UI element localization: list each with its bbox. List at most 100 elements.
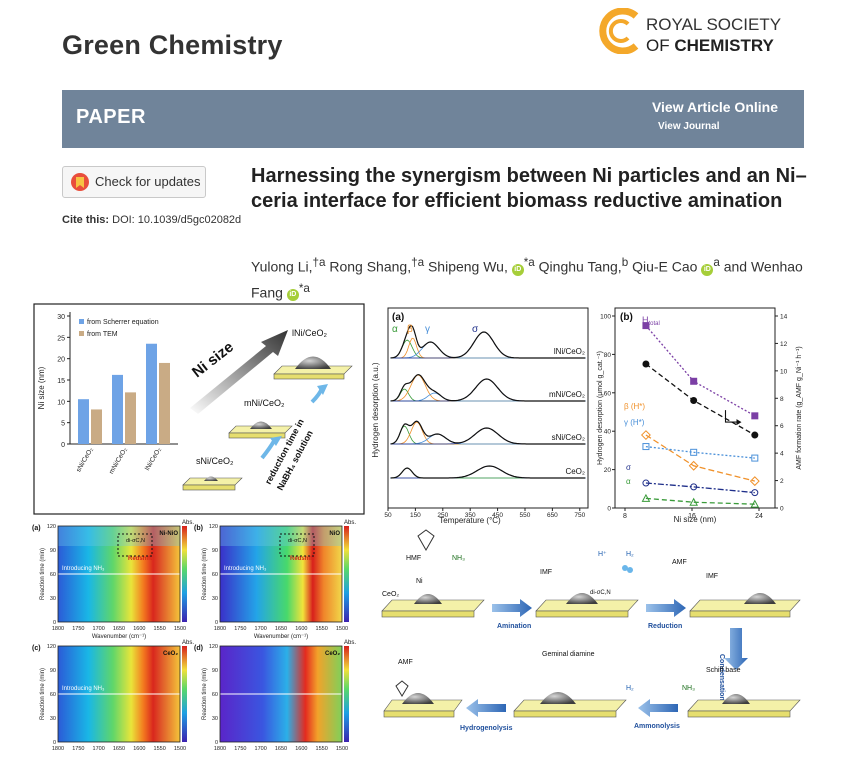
scatter-point — [642, 443, 650, 451]
bar — [159, 362, 170, 444]
small-ni-particle — [204, 476, 218, 481]
lni-label: lNi/CeO₂ — [292, 328, 328, 338]
heatmap-y-tick-label: 60 — [50, 572, 56, 578]
tpd-frame — [387, 307, 589, 509]
publisher-line2-bold: CHEMISTRY — [674, 36, 774, 55]
bar-y-tick-label: 5 — [61, 421, 65, 428]
scatter-line — [645, 497, 755, 505]
heatmap-xlabel: Wavenumber (cm⁻¹) — [92, 634, 146, 640]
bar-y-ticks: 0 5 10 15 20 25 30 — [57, 314, 70, 449]
scatter-point — [642, 322, 650, 330]
heatmap-y-tick-label: 120 — [209, 524, 218, 530]
scatter-point — [689, 497, 699, 506]
tpd-x-tick-label: 750 — [574, 512, 585, 519]
heatmap-x-tick-label: 1650 — [113, 626, 125, 632]
scatter-ylabel: Hydrogen desorption (μmol g_cat.⁻¹) — [597, 351, 604, 465]
citation: Cite this: DOI: 10.1039/d5gc02082d — [62, 214, 241, 226]
heatmap-x-tick-label: 1550 — [316, 746, 328, 752]
introducing-nh3-label: Introducing NH₃ — [62, 686, 105, 692]
heatmap-x-tick-label: 1700 — [93, 626, 105, 632]
bar-y-tick-label: 25 — [57, 335, 65, 342]
heatmap-x-tick-label: 1800 — [52, 626, 64, 632]
orcid-icon[interactable]: iD — [701, 263, 714, 276]
drifts-panel-label: (d) — [194, 645, 203, 652]
scatter-y2-tick-label: 8 — [780, 396, 784, 403]
axis-pointer-arrow — [724, 410, 740, 423]
author-affil: †a — [411, 256, 425, 269]
tpd-x-tick-label: 650 — [547, 512, 558, 519]
heatmap-x-tick-label: 1700 — [255, 746, 267, 752]
bar — [78, 399, 89, 444]
scatter-y2-tick-label: 2 — [780, 478, 784, 485]
mech-h2-2: H₂ — [626, 685, 634, 692]
check-for-updates-button[interactable]: Check for updates — [62, 166, 206, 198]
heatmap-frame — [57, 645, 181, 743]
author-name[interactable]: Shipeng Wu, — [427, 258, 508, 275]
tpd-curve — [390, 373, 586, 402]
scatter-y-tick-label: 40 — [604, 429, 612, 436]
heatmap-y-tick-label: 30 — [212, 596, 218, 602]
author-name[interactable]: Yulong Li, — [251, 258, 313, 275]
publisher-line2: OF CHEMISTRY — [646, 35, 781, 56]
tpd-curve-label: mNi/CeO₂ — [549, 390, 585, 399]
arrow-hydrogenolysis — [466, 699, 506, 717]
bar — [146, 343, 157, 444]
orcid-icon[interactable]: iD — [286, 289, 299, 302]
scatter-y2-tick-label: 0 — [780, 506, 784, 513]
ni-size-arrow — [190, 330, 288, 414]
scatter-y2-tick-label: 4 — [780, 451, 784, 458]
tpd-panel-label: (a) — [392, 312, 404, 323]
heatmap-y-tick-label: 0 — [215, 620, 218, 626]
tpd-xlabel: Temperature (°C) — [439, 516, 501, 525]
medium-ni-particle — [250, 421, 272, 429]
mech-hplus: H⁺ — [598, 551, 607, 558]
step-reduction: Reduction — [648, 623, 682, 630]
scatter-series — [640, 322, 760, 508]
scatter-line — [645, 482, 755, 494]
peak-alpha-label: α — [392, 324, 398, 335]
author-affil: *a — [523, 256, 535, 269]
step-amination: Amination — [497, 623, 531, 630]
tpd-curve-label: sNi/CeO₂ — [552, 433, 585, 442]
heatmap-x-tick-label: 1750 — [72, 626, 84, 632]
scatter-point — [749, 476, 760, 487]
scatter-point — [688, 460, 699, 471]
author-name[interactable]: Qinghu Tang, — [538, 258, 622, 275]
scatter-point — [641, 493, 651, 502]
bar-y-tick-label: 15 — [57, 378, 65, 385]
tpd-curve — [390, 465, 586, 479]
mech-nh3-2: NH₃ — [682, 685, 695, 692]
scatter-point — [690, 448, 698, 456]
peak-beta-label: β — [407, 324, 413, 335]
heatmap-y-tick-label: 0 — [215, 740, 218, 746]
sni-label: sNi/CeO₂ — [196, 456, 234, 466]
drifts-panel-label: (b) — [194, 525, 203, 532]
orcid-icon[interactable]: iD — [511, 263, 524, 276]
heatmap-band — [220, 526, 342, 546]
cite-doi[interactable]: DOI: 10.1039/d5gc02082d — [112, 214, 242, 226]
tpd-x-tick-label: 350 — [465, 512, 476, 519]
introducing-nh3-label: Introducing NH₃ — [224, 566, 267, 572]
colorbar — [182, 646, 187, 742]
tpd-x-tick-label: 150 — [410, 512, 421, 519]
heatmap-y-tick-label: 30 — [212, 716, 218, 722]
journal-title: Green Chemistry — [62, 30, 283, 60]
author-name[interactable]: and Wenhao Fang — [251, 258, 803, 301]
step-hydrogenolysis: Hydrogenolysis — [460, 725, 513, 732]
author-name[interactable]: Rong Shang, — [329, 258, 412, 275]
structure-inset — [279, 533, 315, 557]
heatmap-frame — [57, 525, 181, 623]
di-sigma-label: di-σC,N — [126, 538, 145, 544]
bar-bars — [78, 343, 170, 444]
view-article-online-link[interactable]: View Article Online — [651, 99, 778, 115]
heatmap-x-tick-label: 1500 — [174, 746, 186, 752]
heatmap-y-tick-label: 120 — [47, 644, 56, 650]
scatter-point — [642, 479, 650, 487]
peak-gamma-label: γ — [425, 324, 430, 335]
series-label-sigma: σ — [626, 463, 631, 472]
author-name[interactable]: Qiu-E Cao — [632, 258, 698, 275]
paper-banner: PAPER View Article Online View Journal — [62, 90, 804, 148]
view-journal-link[interactable]: View Journal — [658, 121, 720, 132]
heatmap-y-tick-label: 30 — [50, 596, 56, 602]
